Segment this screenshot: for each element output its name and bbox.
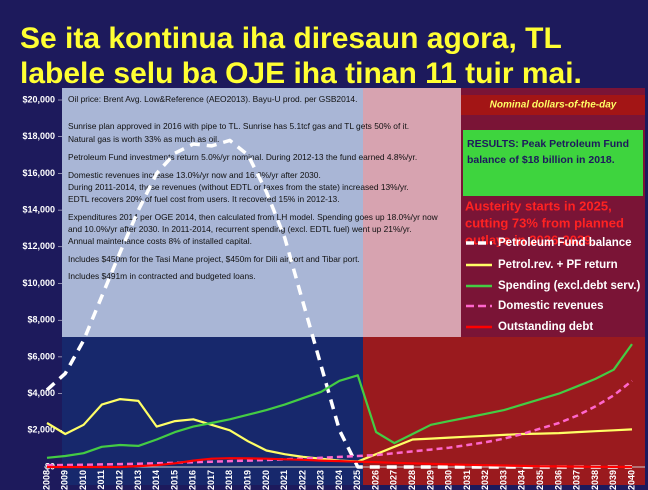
x-tick-label: 2019: [242, 470, 252, 490]
austerity-text: Austerity starts in 2025,: [465, 198, 612, 213]
pink-panel: [363, 88, 461, 337]
x-tick-label: 2018: [224, 470, 234, 490]
y-tick-label: $18,000: [22, 131, 55, 141]
austerity-text: outlays in 2026-2029.: [465, 232, 595, 247]
x-tick-label: 2030: [444, 470, 454, 490]
series-line: [46, 343, 633, 459]
x-tick-label: 2020: [261, 470, 271, 490]
x-tick-label: 2038: [590, 470, 600, 490]
x-tick-label: 2013: [133, 470, 143, 490]
x-tick-label: 2011: [96, 470, 106, 490]
title: Se ita kontinua iha diresaun agora, TL: [20, 22, 562, 55]
x-tick-label: 2008: [41, 470, 51, 490]
y-tick-label: $4,000: [27, 388, 55, 398]
x-tick-label: 2035: [535, 470, 545, 490]
x-tick-label: 2026: [370, 470, 380, 490]
results-text: balance of $18 billion in 2018.: [467, 154, 615, 166]
x-tick-label: 2021: [279, 470, 289, 490]
y-tick-label: $8,000: [27, 315, 55, 325]
title: labele selu ba OJE iha tinan 11 tuir mai…: [20, 57, 582, 90]
x-tick-label: 2014: [151, 470, 161, 490]
note: Oil price: Brent Avg. Low&Reference (AEO…: [68, 94, 357, 104]
y-tick-label: $20,000: [22, 94, 55, 104]
note: Petroleum Fund investments return 5.0%/y…: [68, 152, 417, 162]
note: Domestic revenues increase 13.0%/yr now …: [68, 170, 321, 180]
y-tick-label: $12,000: [22, 241, 55, 251]
note: Includes $491m in contracted and budgete…: [68, 271, 256, 281]
x-tick-label: 2034: [517, 470, 527, 490]
x-tick-label: 2039: [608, 470, 618, 490]
x-tick-label: 2025: [352, 470, 362, 490]
legend-label: Domestic revenues: [498, 300, 603, 312]
results-box: [463, 130, 643, 196]
legend-label: Spending (excl.debt serv.): [498, 280, 640, 292]
subtitle-strip: [461, 95, 645, 115]
note: During 2011-2014, these revenues (withou…: [68, 182, 409, 192]
results-text: RESULTS: Peak Petroleum Fund: [467, 138, 629, 150]
x-tick-label: 2029: [425, 470, 435, 490]
x-tick-label: 2023: [316, 470, 326, 490]
y-tick-label: $6,000: [27, 351, 55, 361]
results-panel: [461, 88, 645, 337]
x-tick-label: 2009: [60, 470, 70, 490]
note: Annual maintenance costs 8% of installed…: [68, 236, 252, 246]
note: Includes $450m for the Tasi Mane project…: [68, 254, 360, 264]
x-tick-label: 2016: [188, 470, 198, 490]
x-tick-label: 2017: [206, 470, 216, 490]
x-tick-label: 2033: [498, 470, 508, 490]
x-tick-label: 2036: [553, 470, 563, 490]
y-tick-label: $2,000: [27, 425, 55, 435]
x-tick-label: 2022: [297, 470, 307, 490]
note: and 10.0%/yr after 2030. In 2011-2014, r…: [68, 224, 412, 234]
notes-panel: [62, 88, 363, 337]
x-tick-label: 2037: [572, 470, 582, 490]
subtitle: Nominal dollars-of-the-day: [490, 100, 617, 111]
x-tick-label: 2024: [334, 470, 344, 490]
series-line: [46, 379, 633, 467]
note: Sunrise plan approved in 2016 with pipe …: [68, 121, 409, 131]
note: Expenditures 2014 per OGE 2014, then cal…: [68, 212, 439, 222]
x-tick-label: 2040: [626, 470, 636, 490]
x-tick-label: 2027: [389, 470, 399, 490]
austerity-text: cutting 73% from planned: [465, 215, 624, 230]
x-tick-label: 2031: [462, 470, 472, 490]
legend-label: Petroleum Fund balance: [498, 237, 632, 249]
x-tick-label: 2010: [78, 470, 88, 490]
legend-label: Petrol.rev. + PF return: [498, 259, 618, 271]
x-tick-label: 2015: [169, 470, 179, 490]
x-tick-label: 2032: [480, 470, 490, 490]
series-line: [47, 457, 633, 469]
legend-label: Outstanding debt: [498, 321, 593, 333]
note: Natural gas is worth 33% as much as oil.: [68, 134, 219, 144]
y-tick-label: $16,000: [22, 168, 55, 178]
x-tick-label: 2012: [115, 470, 125, 490]
y-tick-label: $10,000: [22, 278, 55, 288]
note: EDTL recovers 20% of fuel cost from user…: [68, 194, 340, 204]
y-tick-label: $14,000: [22, 204, 55, 214]
x-tick-label: 2028: [407, 470, 417, 490]
